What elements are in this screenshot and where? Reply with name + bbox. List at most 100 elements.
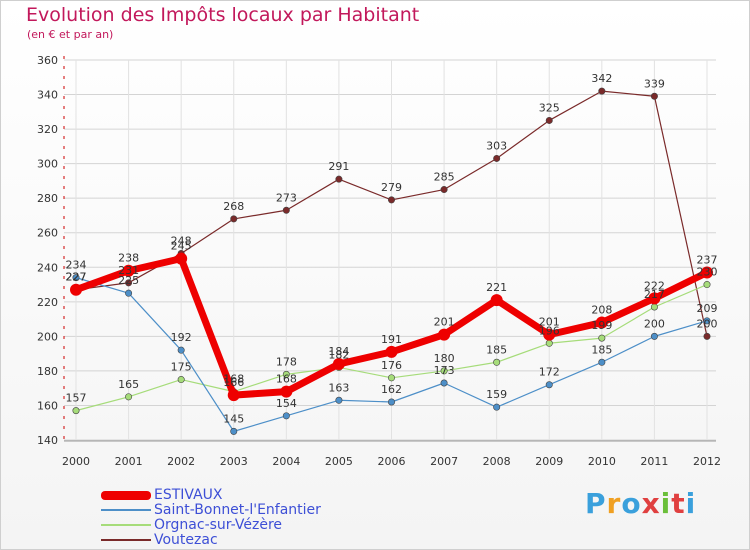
data-label: 163 [328,381,349,394]
legend-label: Voutezac [154,532,218,548]
data-point [385,345,398,358]
data-point [543,328,556,341]
data-label: 303 [486,139,507,152]
data-point [440,379,448,387]
logo-letter: r [606,487,622,520]
legend-label: ESTIVAUX [154,487,223,503]
data-point [332,358,345,370]
axes: 140 160 180 200 220 240 260 280 300 320 340 360 2000… [37,54,721,468]
data-label: 234 [66,259,87,272]
data-point [703,332,711,340]
data-label: 175 [171,361,192,374]
data-point [227,389,240,402]
data-point [387,398,395,406]
data-label: 227 [66,271,87,284]
data-label: 178 [276,355,297,368]
y-tick-label: 340 [37,89,58,102]
data-label: 192 [171,331,192,344]
data-label: 230 [697,266,718,279]
data-point [387,196,395,204]
data-point [648,292,661,305]
logo-letter: t [671,487,686,520]
logo-letter: o [621,487,642,520]
data-point [493,403,501,411]
y-tick-label: 280 [37,192,58,205]
data-label: 245 [171,240,192,253]
y-tick-label: 320 [37,123,58,136]
data-point [701,266,713,279]
data-point [70,283,82,296]
data-point [335,396,343,404]
data-point [598,87,606,95]
data-point [125,289,133,297]
data-point [282,412,290,420]
data-point [490,294,503,307]
y-tick-label: 220 [37,296,58,309]
data-label: 231 [118,264,139,277]
data-label: 273 [276,191,297,204]
legend-label: Orgnac-sur-Vézère [154,517,283,533]
data-label: 200 [644,317,665,330]
data-point [703,317,711,325]
data-label: 201 [434,316,455,329]
x-tick-label: 2007 [430,455,458,468]
data-label: 201 [539,316,560,329]
data-point [650,332,658,340]
data-label: 159 [486,388,507,401]
data-point [493,154,501,162]
data-label: 279 [381,181,402,194]
data-label: 180 [434,352,455,365]
data-point [125,279,133,287]
data-label: 168 [276,373,297,386]
data-label: 196 [539,324,560,337]
data-label: 208 [591,304,612,317]
data-label: 165 [118,378,139,391]
data-point [545,381,553,389]
y-tick-label: 160 [37,399,58,412]
data-label: 200 [697,317,718,330]
data-label: 173 [434,364,455,377]
data-point [177,346,185,354]
data-point [650,92,658,100]
data-label: 154 [276,397,297,410]
data-point [280,385,293,398]
data-point [335,175,343,183]
y-tick-label: 260 [37,227,58,240]
x-tick-label: 2011 [640,455,668,468]
x-tick-label: 2009 [535,455,563,468]
y-tick-label: 240 [37,261,58,274]
data-point [282,370,290,378]
data-point [125,393,133,401]
legend-swatch [101,490,151,500]
legend-swatch [101,539,151,541]
data-point [598,334,606,342]
data-label: 191 [381,333,402,346]
data-label: 185 [486,343,507,356]
data-label: 157 [66,392,87,405]
x-tick-label: 2002 [167,455,195,468]
series-layer [70,87,713,435]
legend-swatch [101,509,151,511]
legend-swatch [101,524,151,526]
data-label: 238 [118,252,139,265]
logo-letter: i [685,487,697,520]
data-label: 339 [644,77,665,90]
data-point [122,264,135,277]
x-tick-label: 2000 [62,455,90,468]
data-label: 221 [486,281,507,294]
data-label: 199 [591,319,612,332]
data-point [387,374,395,382]
data-point [440,367,448,375]
data-label: 217 [644,288,665,301]
data-label: 168 [223,373,244,386]
data-point [72,274,80,282]
data-point [493,358,501,366]
data-label: 145 [223,412,244,425]
legend-label: Saint-Bonnet-l'Enfantier [154,502,321,518]
data-labels: 227 231 248 268 273 291 279 285 303 325 342 339 200 1… [66,72,718,425]
x-tick-label: 2004 [272,455,300,468]
data-label: 342 [591,72,612,85]
x-tick-label: 2003 [220,455,248,468]
y-tick-label: 180 [37,365,58,378]
